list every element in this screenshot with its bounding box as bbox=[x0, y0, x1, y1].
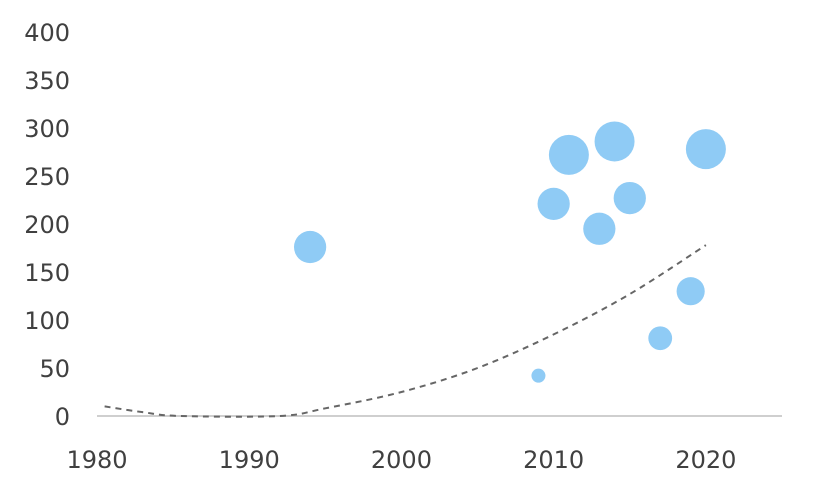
x-axis-ticks: 1980 1990 2000 2010 2020 bbox=[66, 446, 736, 474]
y-tick-label: 200 bbox=[24, 211, 70, 239]
trendline bbox=[104, 244, 707, 418]
y-tick-label: 50 bbox=[39, 355, 70, 383]
x-tick-label: 1980 bbox=[66, 446, 127, 474]
bubble-point bbox=[676, 277, 705, 306]
bubble-point bbox=[648, 326, 673, 351]
y-tick-label: 400 bbox=[24, 19, 70, 47]
bubble-point bbox=[613, 181, 646, 215]
bubble-point bbox=[594, 121, 635, 162]
y-tick-label: 100 bbox=[24, 307, 70, 335]
x-tick-label: 2000 bbox=[371, 446, 432, 474]
bubble-point bbox=[583, 212, 616, 245]
x-tick-label: 2010 bbox=[523, 446, 584, 474]
bubble-point bbox=[537, 187, 570, 220]
bubble-point bbox=[293, 230, 327, 264]
bubble-series bbox=[293, 121, 726, 383]
y-tick-label: 250 bbox=[24, 163, 70, 191]
bubble-point bbox=[685, 129, 726, 170]
y-tick-label: 350 bbox=[24, 67, 70, 95]
x-tick-label: 2020 bbox=[675, 446, 736, 474]
y-tick-label: 0 bbox=[55, 403, 70, 431]
y-tick-label: 300 bbox=[24, 115, 70, 143]
y-tick-label: 150 bbox=[24, 259, 70, 287]
x-tick-label: 1990 bbox=[219, 446, 280, 474]
bubble-point bbox=[548, 134, 589, 175]
bubble-point bbox=[531, 368, 546, 383]
y-axis-ticks: 0 50 100 150 200 250 300 350 400 bbox=[24, 19, 70, 431]
